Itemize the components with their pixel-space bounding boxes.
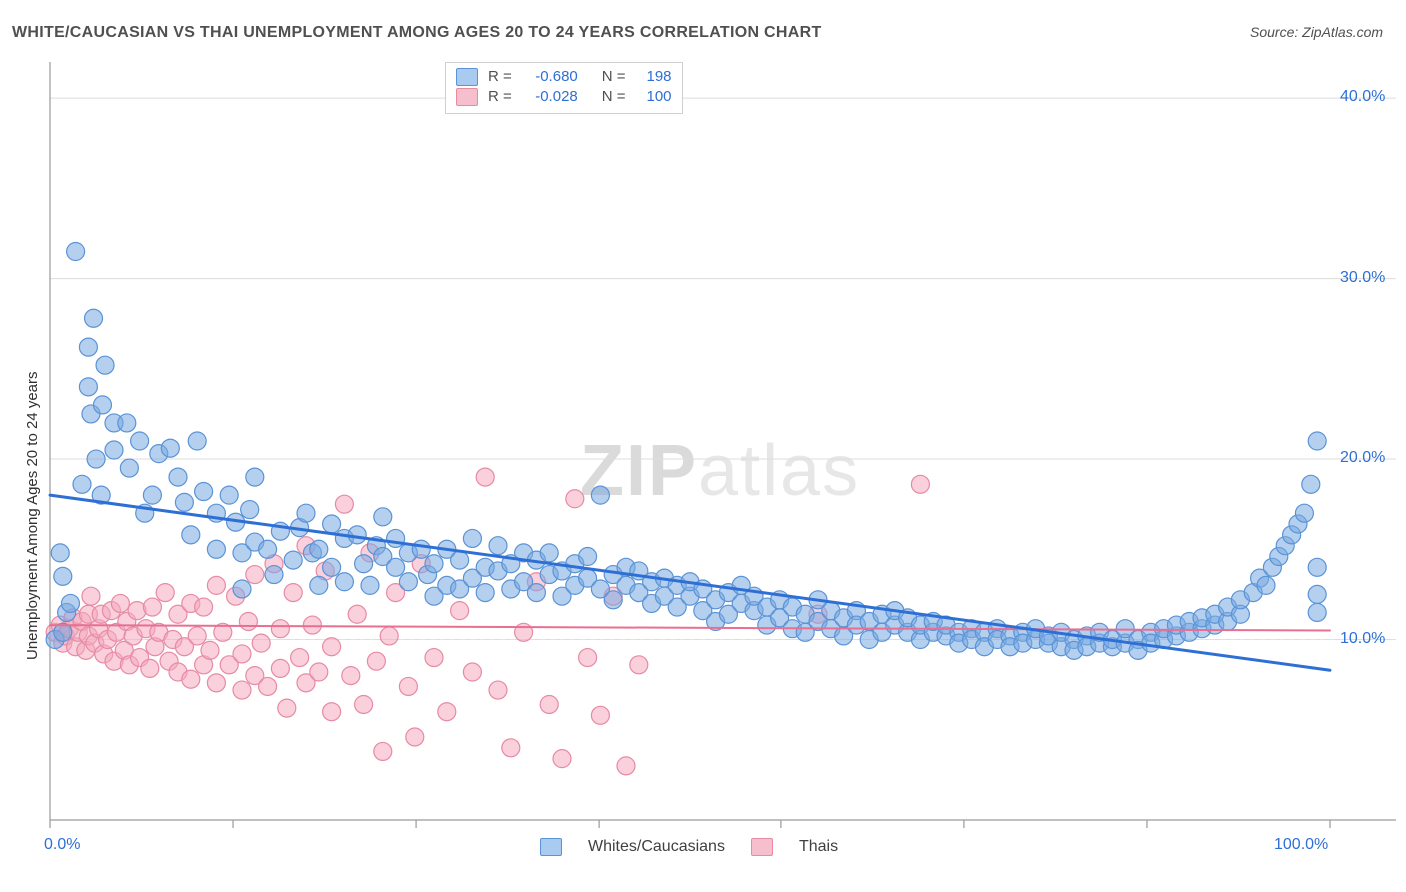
swatch-blue [540, 838, 562, 856]
x-tick-label: 0.0% [44, 836, 80, 854]
legend-row-pink: R = -0.028 N = 100 [456, 87, 672, 107]
legend-n-value-pink: 100 [636, 87, 672, 107]
legend-r-value-blue: -0.680 [522, 67, 578, 87]
legend-r-label: R = [488, 87, 512, 107]
legend-label-blue: Whites/Caucasians [588, 838, 725, 856]
legend-series: Whites/Caucasians Thais [540, 838, 838, 856]
y-tick-label: 10.0% [1340, 630, 1385, 648]
legend-n-value-blue: 198 [636, 67, 672, 87]
legend-n-label: N = [602, 87, 626, 107]
legend-r-value-pink: -0.028 [522, 87, 578, 107]
swatch-pink [751, 838, 773, 856]
legend-r-label: R = [488, 67, 512, 87]
swatch-pink [456, 88, 478, 106]
y-tick-label: 20.0% [1340, 449, 1385, 467]
swatch-blue [456, 68, 478, 86]
chart-canvas [0, 0, 1406, 892]
x-tick-label: 100.0% [1274, 836, 1328, 854]
legend-label-pink: Thais [799, 838, 838, 856]
y-tick-label: 30.0% [1340, 269, 1385, 287]
legend-row-blue: R = -0.680 N = 198 [456, 67, 672, 87]
legend-n-label: N = [602, 67, 626, 87]
legend-correlation: R = -0.680 N = 198 R = -0.028 N = 100 [445, 62, 683, 114]
y-tick-label: 40.0% [1340, 88, 1385, 106]
